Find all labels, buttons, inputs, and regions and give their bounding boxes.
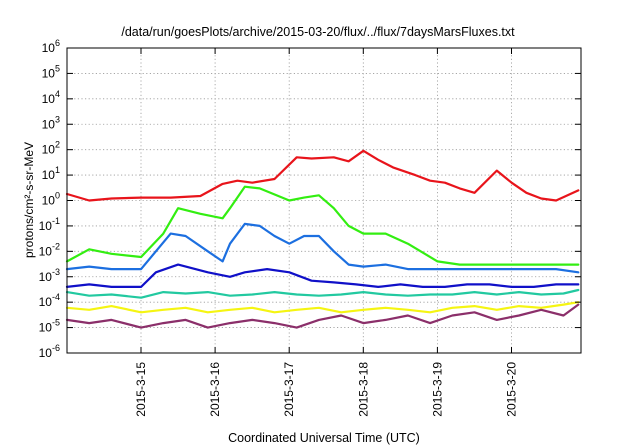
y-tick-label: 100 (42, 191, 60, 208)
x-tick-label: 2015-3-16 (208, 362, 222, 417)
y-tick-exponent: -1 (52, 216, 60, 226)
series-line-2 (65, 185, 580, 266)
y-tick-exponent: -2 (52, 241, 60, 251)
y-tick-exponent: 6 (55, 38, 60, 48)
x-tick-label: 2015-3-20 (505, 362, 519, 417)
y-tick-exponent: -3 (52, 267, 60, 277)
y-tick-exponent: 1 (55, 165, 60, 175)
series-lines (65, 149, 580, 329)
y-tick-label: 10-1 (39, 216, 60, 233)
series-line-6 (65, 301, 580, 314)
x-tick-label: 2015-3-18 (356, 362, 370, 417)
y-tick-label: 104 (42, 89, 60, 106)
y-tick-label: 10-6 (39, 343, 60, 360)
y-tick-label: 10-3 (39, 267, 60, 284)
x-tick-label: 2015-3-17 (282, 362, 296, 417)
y-tick-labels: 10-610-510-410-310-210-11001011021031041… (39, 38, 60, 360)
y-tick-label: 105 (42, 63, 60, 80)
y-tick-exponent: -4 (52, 292, 60, 302)
y-tick-label: 101 (42, 165, 60, 182)
y-tick-label: 102 (42, 140, 60, 157)
chart-title: /data/run/goesPlots/archive/2015-03-20/f… (121, 25, 515, 39)
y-tick-exponent: 0 (55, 191, 60, 201)
series-line-1 (65, 149, 580, 202)
y-tick-exponent: 3 (55, 114, 60, 124)
x-tick-labels: 2015-3-15 2015-3-16 2015-3-17 2015-3-18 2015… (134, 362, 519, 417)
x-axis-label: Coordinated Universal Time (UTC) (228, 431, 420, 445)
grid (67, 48, 581, 353)
y-tick-label: 103 (42, 114, 60, 131)
y-tick-exponent: 4 (55, 89, 60, 99)
y-axis-label: protons/cm²-s-sr-MeV (22, 142, 36, 258)
y-tick-exponent: -5 (52, 318, 60, 328)
series-line-4 (65, 263, 580, 288)
y-tick-label: 10-2 (39, 241, 60, 258)
y-tick-label: 10-5 (39, 318, 60, 335)
y-tick-exponent: -6 (52, 343, 60, 353)
series-line-5 (65, 288, 580, 299)
x-tick-label: 2015-3-19 (430, 362, 444, 417)
series-line-3 (65, 222, 580, 274)
y-tick-label: 106 (42, 38, 60, 55)
y-tick-label: 10-4 (39, 292, 60, 309)
x-tick-label: 2015-3-15 (134, 362, 148, 417)
y-tick-exponent: 5 (55, 63, 60, 73)
axis-ticks (67, 47, 581, 354)
series-line-7 (65, 303, 580, 329)
y-tick-exponent: 2 (55, 140, 60, 150)
